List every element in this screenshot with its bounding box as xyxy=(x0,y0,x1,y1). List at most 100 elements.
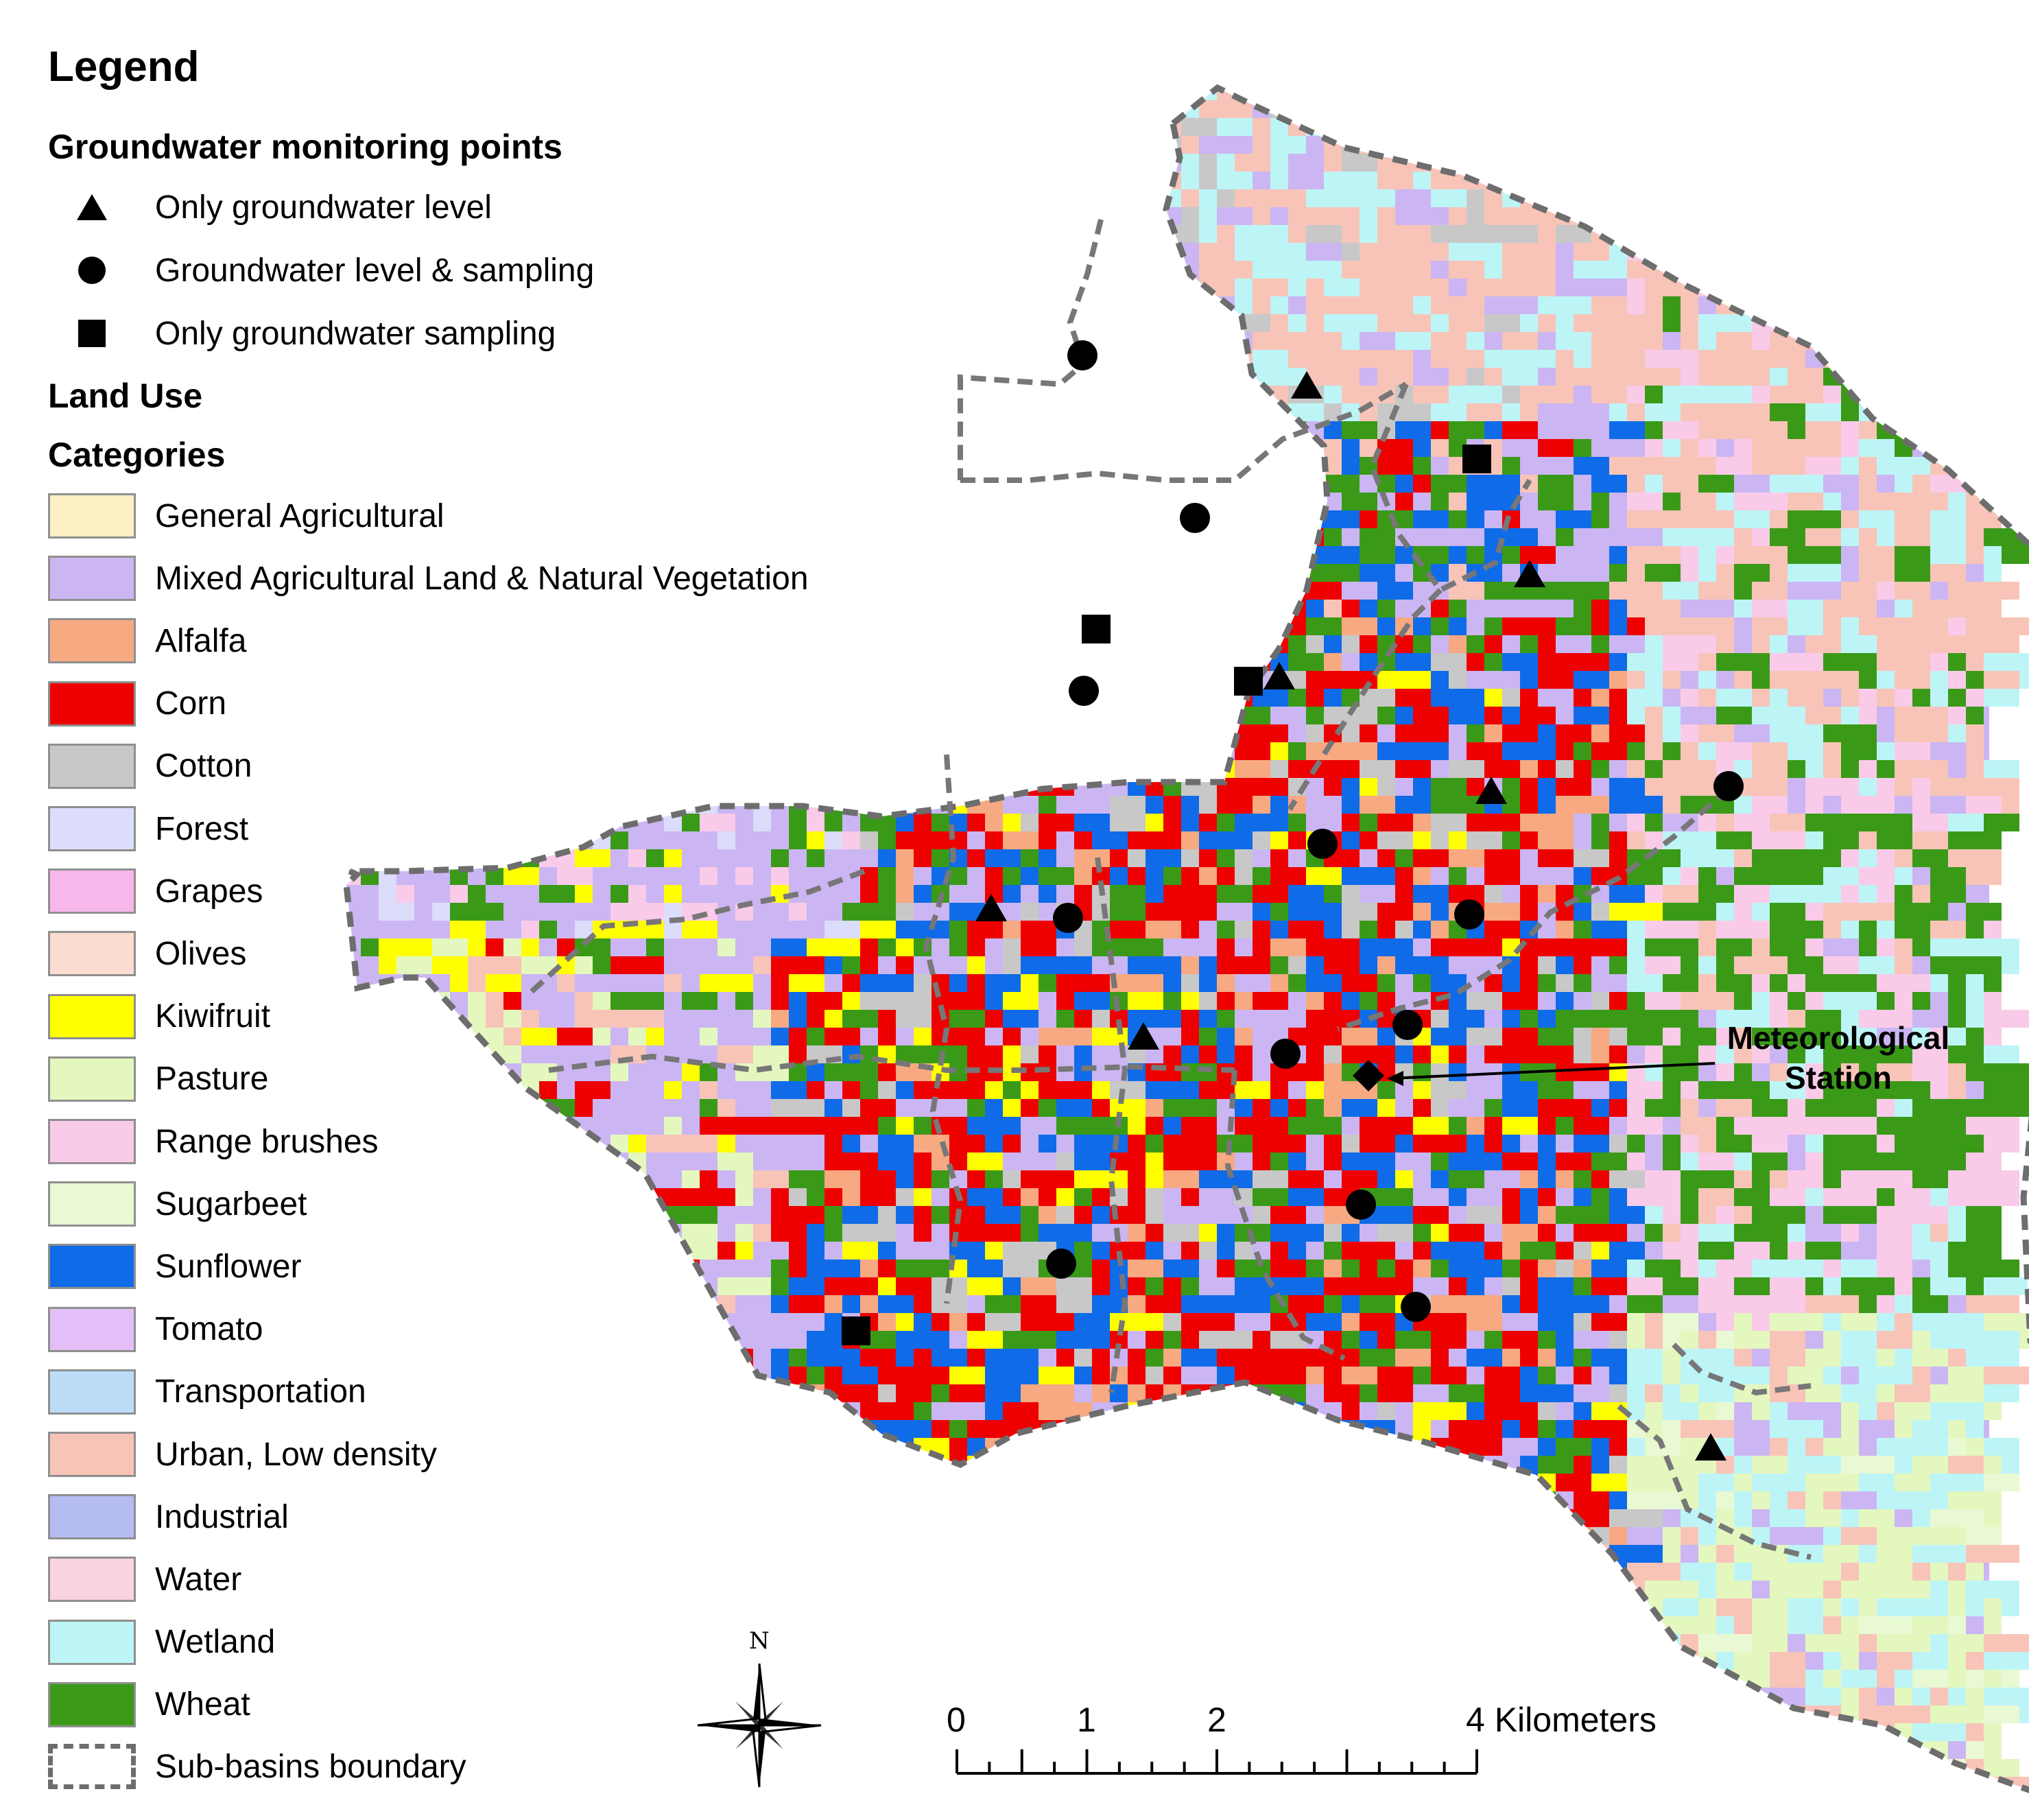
land-use-patch xyxy=(1449,1224,1467,1242)
land-use-patch xyxy=(896,1491,949,1509)
land-use-patch xyxy=(1877,332,1895,368)
land-use-patch xyxy=(1039,1367,1074,1384)
land-use-patch xyxy=(432,457,450,493)
land-use-patch xyxy=(700,136,735,172)
land-use-patch xyxy=(379,671,414,707)
land-use-patch xyxy=(1217,421,1235,457)
land-use-patch xyxy=(539,1474,557,1509)
land-use-patch xyxy=(949,724,985,742)
land-use-patch xyxy=(1092,1491,1128,1527)
land-use-patch xyxy=(1146,439,1181,457)
land-use-patch xyxy=(1948,1206,1966,1242)
land-use-patch xyxy=(896,546,949,582)
land-use-patch xyxy=(1413,1135,1467,1153)
land-use-patch xyxy=(1039,154,1074,172)
land-use-patch xyxy=(1895,279,1930,296)
land-use-patch xyxy=(1663,475,1698,493)
land-use-patch xyxy=(1912,368,1930,403)
land-use-patch xyxy=(1270,1260,1288,1277)
land-use-patch xyxy=(1074,742,1092,760)
land-use-patch xyxy=(1395,814,1413,831)
land-use-patch xyxy=(1217,1420,1253,1456)
land-use-patch xyxy=(575,796,628,814)
land-use-patch xyxy=(1859,493,1912,510)
land-use-patch xyxy=(1360,992,1377,1010)
land-use-patch xyxy=(1734,189,1788,225)
land-use-patch xyxy=(1253,1063,1270,1081)
land-use-patch xyxy=(1253,724,1288,742)
land-use-patch xyxy=(503,439,521,475)
land-use-patch xyxy=(1698,189,1716,207)
land-use-patch xyxy=(1912,154,1966,189)
land-use-patch xyxy=(967,172,985,189)
land-use-patch xyxy=(1788,760,1805,778)
land-use-patch xyxy=(1591,403,1609,439)
land-use-patch xyxy=(1520,172,1538,189)
land-use-patch xyxy=(539,439,575,475)
land-use-patch xyxy=(949,653,967,671)
land-use-patch xyxy=(1698,671,1716,689)
land-use-patch xyxy=(432,1081,486,1117)
land-use-patch xyxy=(1502,1527,1538,1563)
land-use-patch xyxy=(682,1384,735,1420)
land-use-patch xyxy=(1306,867,1342,885)
land-use-patch xyxy=(1181,617,1199,635)
land-use-patch xyxy=(414,671,450,707)
land-use-patch xyxy=(432,100,486,118)
land-use-patch xyxy=(1467,1527,1502,1563)
land-use-patch xyxy=(1039,493,1074,510)
land-use-patch xyxy=(1841,279,1859,314)
land-use-patch xyxy=(593,1438,610,1456)
land-use-patch xyxy=(539,493,557,510)
land-use-patch xyxy=(753,1509,789,1545)
land-use-patch xyxy=(824,368,842,403)
land-use-patch xyxy=(1181,742,1217,778)
land-use-patch xyxy=(1217,707,1235,742)
land-use-patch xyxy=(593,1509,610,1545)
land-use-patch xyxy=(1574,796,1609,814)
land-use-patch xyxy=(361,1206,396,1224)
land-use-patch xyxy=(1092,296,1146,332)
land-use-patch xyxy=(646,1313,664,1349)
land-use-patch xyxy=(450,689,468,724)
land-use-patch xyxy=(1003,154,1056,172)
land-use-patch xyxy=(789,261,807,296)
land-use-patch xyxy=(1110,261,1163,296)
land-use-patch xyxy=(1128,332,1181,368)
land-use-patch xyxy=(1324,1491,1360,1509)
land-use-patch xyxy=(664,1384,682,1402)
land-use-patch xyxy=(346,831,379,849)
land-use-patch xyxy=(346,1045,379,1081)
land-use-patch xyxy=(932,582,985,600)
land-use-patch xyxy=(1056,296,1110,314)
land-use-patch xyxy=(985,189,1003,207)
land-use-patch xyxy=(682,653,717,671)
land-use-patch xyxy=(771,88,789,118)
land-use-patch xyxy=(842,332,896,350)
land-use-patch xyxy=(432,403,450,439)
land-use-patch xyxy=(468,1420,486,1456)
land-use-patch xyxy=(1467,118,1520,154)
land-use-patch xyxy=(432,760,468,796)
land-use-patch xyxy=(878,564,914,600)
land-use-patch xyxy=(1128,707,1163,742)
land-use-patch xyxy=(1128,849,1146,867)
land-use-patch xyxy=(1877,314,1912,332)
land-use-patch xyxy=(789,100,807,136)
land-use-patch xyxy=(1092,279,1146,314)
land-use-patch xyxy=(664,707,700,724)
land-use-patch xyxy=(1930,100,1966,136)
land-use-patch xyxy=(1520,600,1574,617)
land-use-patch xyxy=(521,457,575,493)
land-use-patch xyxy=(878,189,932,225)
land-use-patch xyxy=(1074,493,1110,510)
land-use-patch xyxy=(717,421,735,439)
land-use-patch xyxy=(878,1117,896,1135)
land-use-patch xyxy=(1627,1028,1645,1045)
land-use-patch xyxy=(807,600,824,617)
land-use-patch xyxy=(1591,296,1627,314)
land-use-patch xyxy=(1663,296,1681,332)
land-use-patch xyxy=(468,724,521,742)
land-use-patch xyxy=(967,1509,985,1545)
land-use-patch xyxy=(700,1509,753,1545)
